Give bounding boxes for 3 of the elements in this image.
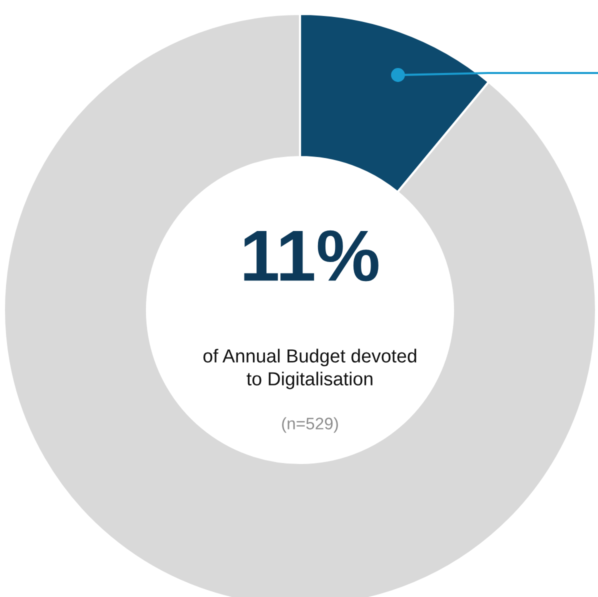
text: (n=529) [282,417,338,433]
text: of Annual Budget devoted to Digitalisation [203,348,416,390]
text: 11% [244,230,378,282]
